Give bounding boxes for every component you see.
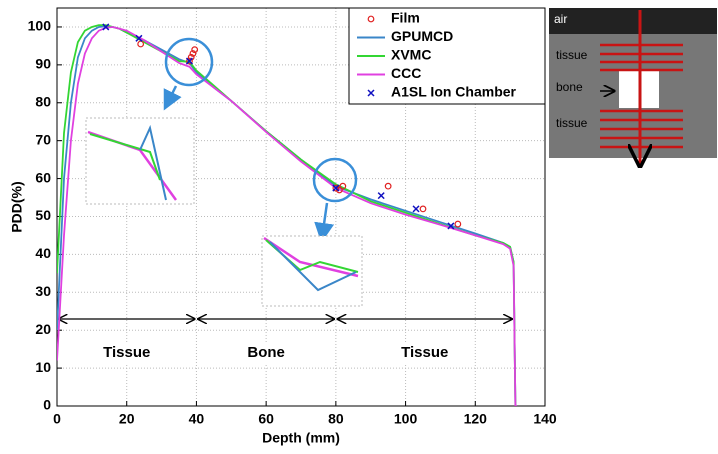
film-point	[454, 220, 462, 228]
air-layer	[549, 8, 717, 34]
y-tick-label: 30	[35, 283, 51, 299]
series-line	[57, 26, 518, 406]
x-tick-label: 80	[328, 411, 344, 427]
phantom-diagram: air tissue bone tissue	[549, 8, 717, 165]
inset-curve	[269, 241, 357, 292]
film-point	[332, 184, 340, 192]
y-tick-label: 20	[35, 321, 51, 337]
y-tick-label: 40	[35, 245, 51, 261]
film-point	[419, 205, 427, 213]
legend-swatch	[367, 15, 375, 23]
film-point	[384, 182, 392, 190]
legend-label: XVMC	[391, 47, 431, 63]
x-tick-label: 60	[258, 411, 274, 427]
phantom-label: tissue	[556, 116, 588, 130]
inset-curve	[139, 124, 167, 201]
zoom-arrow	[163, 85, 182, 111]
y-tick-label: 60	[35, 169, 51, 185]
x-tick-label: 0	[53, 411, 61, 427]
region-label: Tissue	[103, 344, 150, 361]
legend-label: GPUMCD	[391, 28, 453, 44]
ion-chamber-point	[102, 23, 110, 31]
highlight-circle	[164, 37, 214, 87]
highlight-circle	[312, 157, 358, 203]
ion-chamber-point	[135, 34, 143, 42]
y-axis-label: PDD(%)	[9, 181, 25, 232]
region-label: Bone	[247, 344, 285, 361]
inset-curve	[89, 133, 161, 181]
y-tick-label: 0	[43, 397, 51, 413]
region-label-bg	[88, 343, 165, 363]
series-line	[57, 25, 518, 406]
legend-label: Film	[391, 10, 420, 26]
phantom-label: air	[554, 12, 567, 26]
legend-label: CCC	[391, 65, 421, 81]
y-tick-label: 70	[35, 131, 51, 147]
ion-chamber-point	[447, 222, 455, 230]
film-point	[335, 186, 343, 194]
plot: 0 20 40 60 80 100 120 140 0 10 20 30 40 50 60 70 80 90 100…	[9, 7, 557, 446]
region-label-bg	[386, 343, 463, 363]
film-point	[191, 46, 199, 54]
film-point	[339, 182, 347, 190]
legend-label: A1SL Ion Chamber	[391, 84, 517, 100]
x-tick-label: 100	[394, 411, 418, 427]
phantom-label: tissue	[556, 48, 588, 62]
region-label-bg	[228, 343, 305, 363]
zoom-highlights	[163, 37, 358, 243]
y-tick-label: 100	[28, 18, 52, 34]
ion-chamber-point	[412, 205, 420, 213]
x-tick-label: 120	[464, 411, 488, 427]
x-tick-label: 140	[533, 411, 557, 427]
inset	[85, 117, 195, 205]
y-tick-label: 10	[35, 359, 51, 375]
x-axis-label: Depth (mm)	[262, 430, 340, 446]
y-tick-label: 50	[35, 207, 51, 223]
ion-chamber-point	[185, 57, 193, 65]
zoom-insets	[85, 117, 363, 307]
film-point	[189, 50, 197, 57]
plot-frame	[56, 7, 546, 407]
y-tick-label: 80	[35, 93, 51, 109]
film-point	[137, 40, 145, 48]
region-label: Tissue	[401, 344, 448, 361]
x-tick-label: 20	[119, 411, 135, 427]
film-point	[186, 57, 193, 65]
legend-swatch	[367, 89, 375, 97]
phantom-label: bone	[556, 80, 583, 94]
x-tick-label: 40	[189, 411, 205, 427]
series-group	[57, 23, 518, 406]
ion-chamber-point	[377, 192, 385, 200]
zoom-arrow	[314, 202, 335, 243]
y-tick-label: 90	[35, 56, 51, 72]
inset-curve	[263, 236, 359, 278]
ion-chamber-point	[332, 184, 340, 192]
